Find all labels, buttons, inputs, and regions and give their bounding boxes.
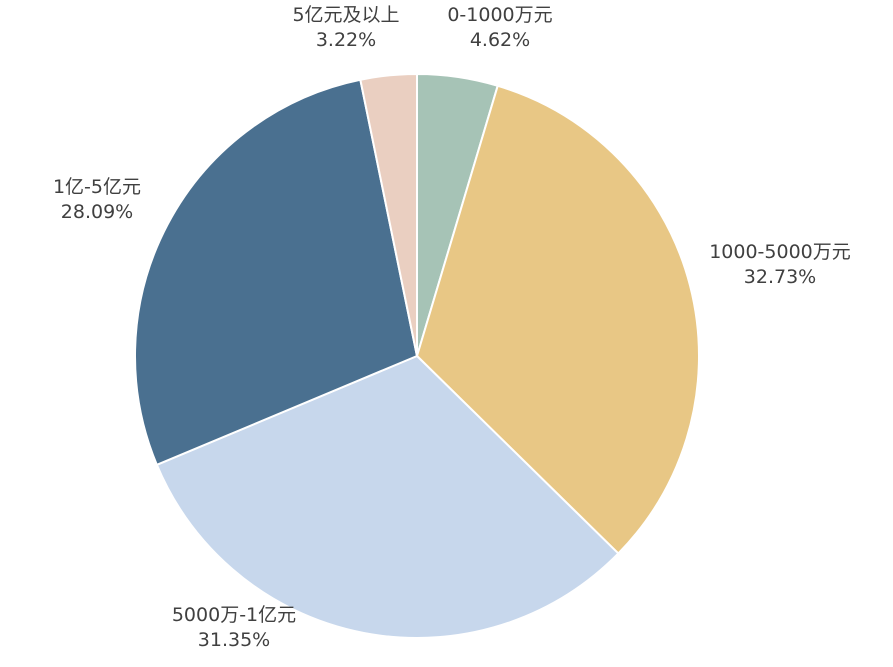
slice-percent-label: 3.22%: [316, 29, 376, 51]
pie-slice: [359, 72, 418, 357]
slice-label: 5000万-1亿元 31.35%: [172, 604, 296, 651]
pie-labels: 0-1000万元 4.62% 1000-5000万元 32.73% 5000万-1亿元 3…: [53, 4, 851, 651]
slice-category-label: 5000万-1亿元: [172, 604, 296, 626]
slice-category-label: 1000-5000万元: [709, 241, 851, 263]
slice-label: 1亿-5亿元 28.09%: [53, 176, 141, 223]
slice-percent-label: 32.73%: [744, 266, 816, 288]
pie-slice: [415, 84, 700, 555]
pie-slice: [155, 354, 620, 639]
pie-slice: [133, 78, 419, 467]
slice-label: 1000-5000万元 32.73%: [709, 241, 851, 288]
slice-category-label: 0-1000万元: [447, 4, 552, 26]
slice-label: 0-1000万元 4.62%: [447, 4, 552, 51]
slice-category-label: 1亿-5亿元: [53, 176, 141, 198]
slice-percent-label: 4.62%: [470, 29, 530, 51]
slice-label: 5亿元及以上 3.22%: [292, 4, 399, 51]
slice-percent-label: 31.35%: [198, 629, 270, 651]
slice-category-label: 5亿元及以上: [292, 4, 399, 26]
slice-percent-label: 28.09%: [61, 201, 133, 223]
pie-slices: [133, 72, 700, 639]
